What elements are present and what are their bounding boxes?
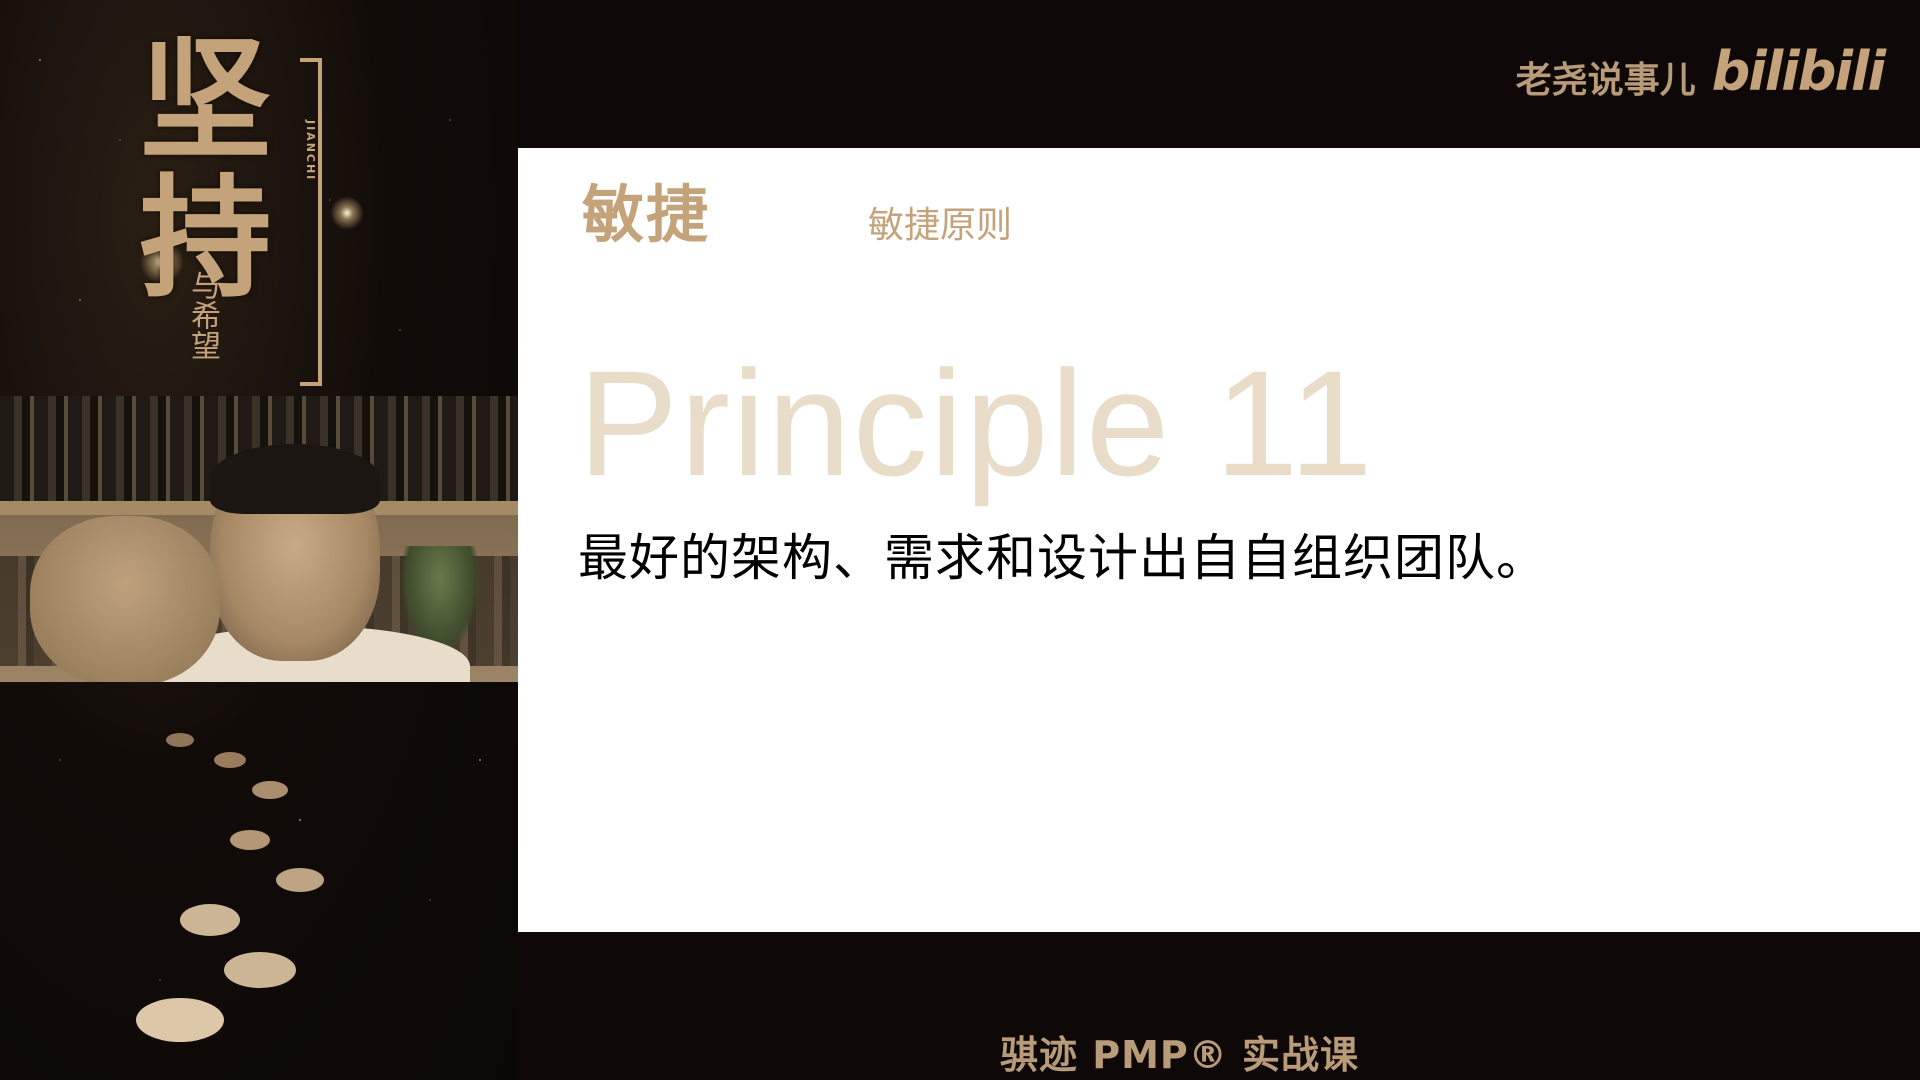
decorative-poster: 坚持 JIANCHI 与希望	[0, 0, 518, 1080]
presenter-webcam	[0, 396, 518, 682]
bilibili-logo: bilibili	[1711, 40, 1886, 103]
principle-heading: Principle 11	[578, 339, 1375, 507]
light-flare	[330, 196, 364, 230]
presentation-slide: 敏捷 敏捷原则 Principle 11 最好的架构、需求和设计出自自组织团队。	[518, 148, 1920, 932]
poster-subtitle: 与希望	[185, 270, 220, 360]
channel-name: 老尧说事儿	[1515, 60, 1696, 101]
light-flare	[140, 240, 184, 284]
presenter-hand	[30, 516, 220, 682]
poster-title: 坚持	[117, 30, 272, 306]
slide-subsection-title: 敏捷原则	[868, 205, 1013, 246]
course-name: 骐迹 PMP® 实战课	[1000, 1033, 1359, 1077]
footprints-illustration	[136, 733, 324, 1042]
poster-title-roman: JIANCHI	[304, 120, 317, 182]
presenter-hair	[210, 444, 380, 514]
principle-statement: 最好的架构、需求和设计出自自组织团队。	[578, 529, 1547, 587]
slide-section-title: 敏捷	[582, 178, 711, 251]
poster-bracket	[300, 58, 322, 386]
channel-brand: 老尧说事儿 bilibili	[1515, 40, 1886, 103]
